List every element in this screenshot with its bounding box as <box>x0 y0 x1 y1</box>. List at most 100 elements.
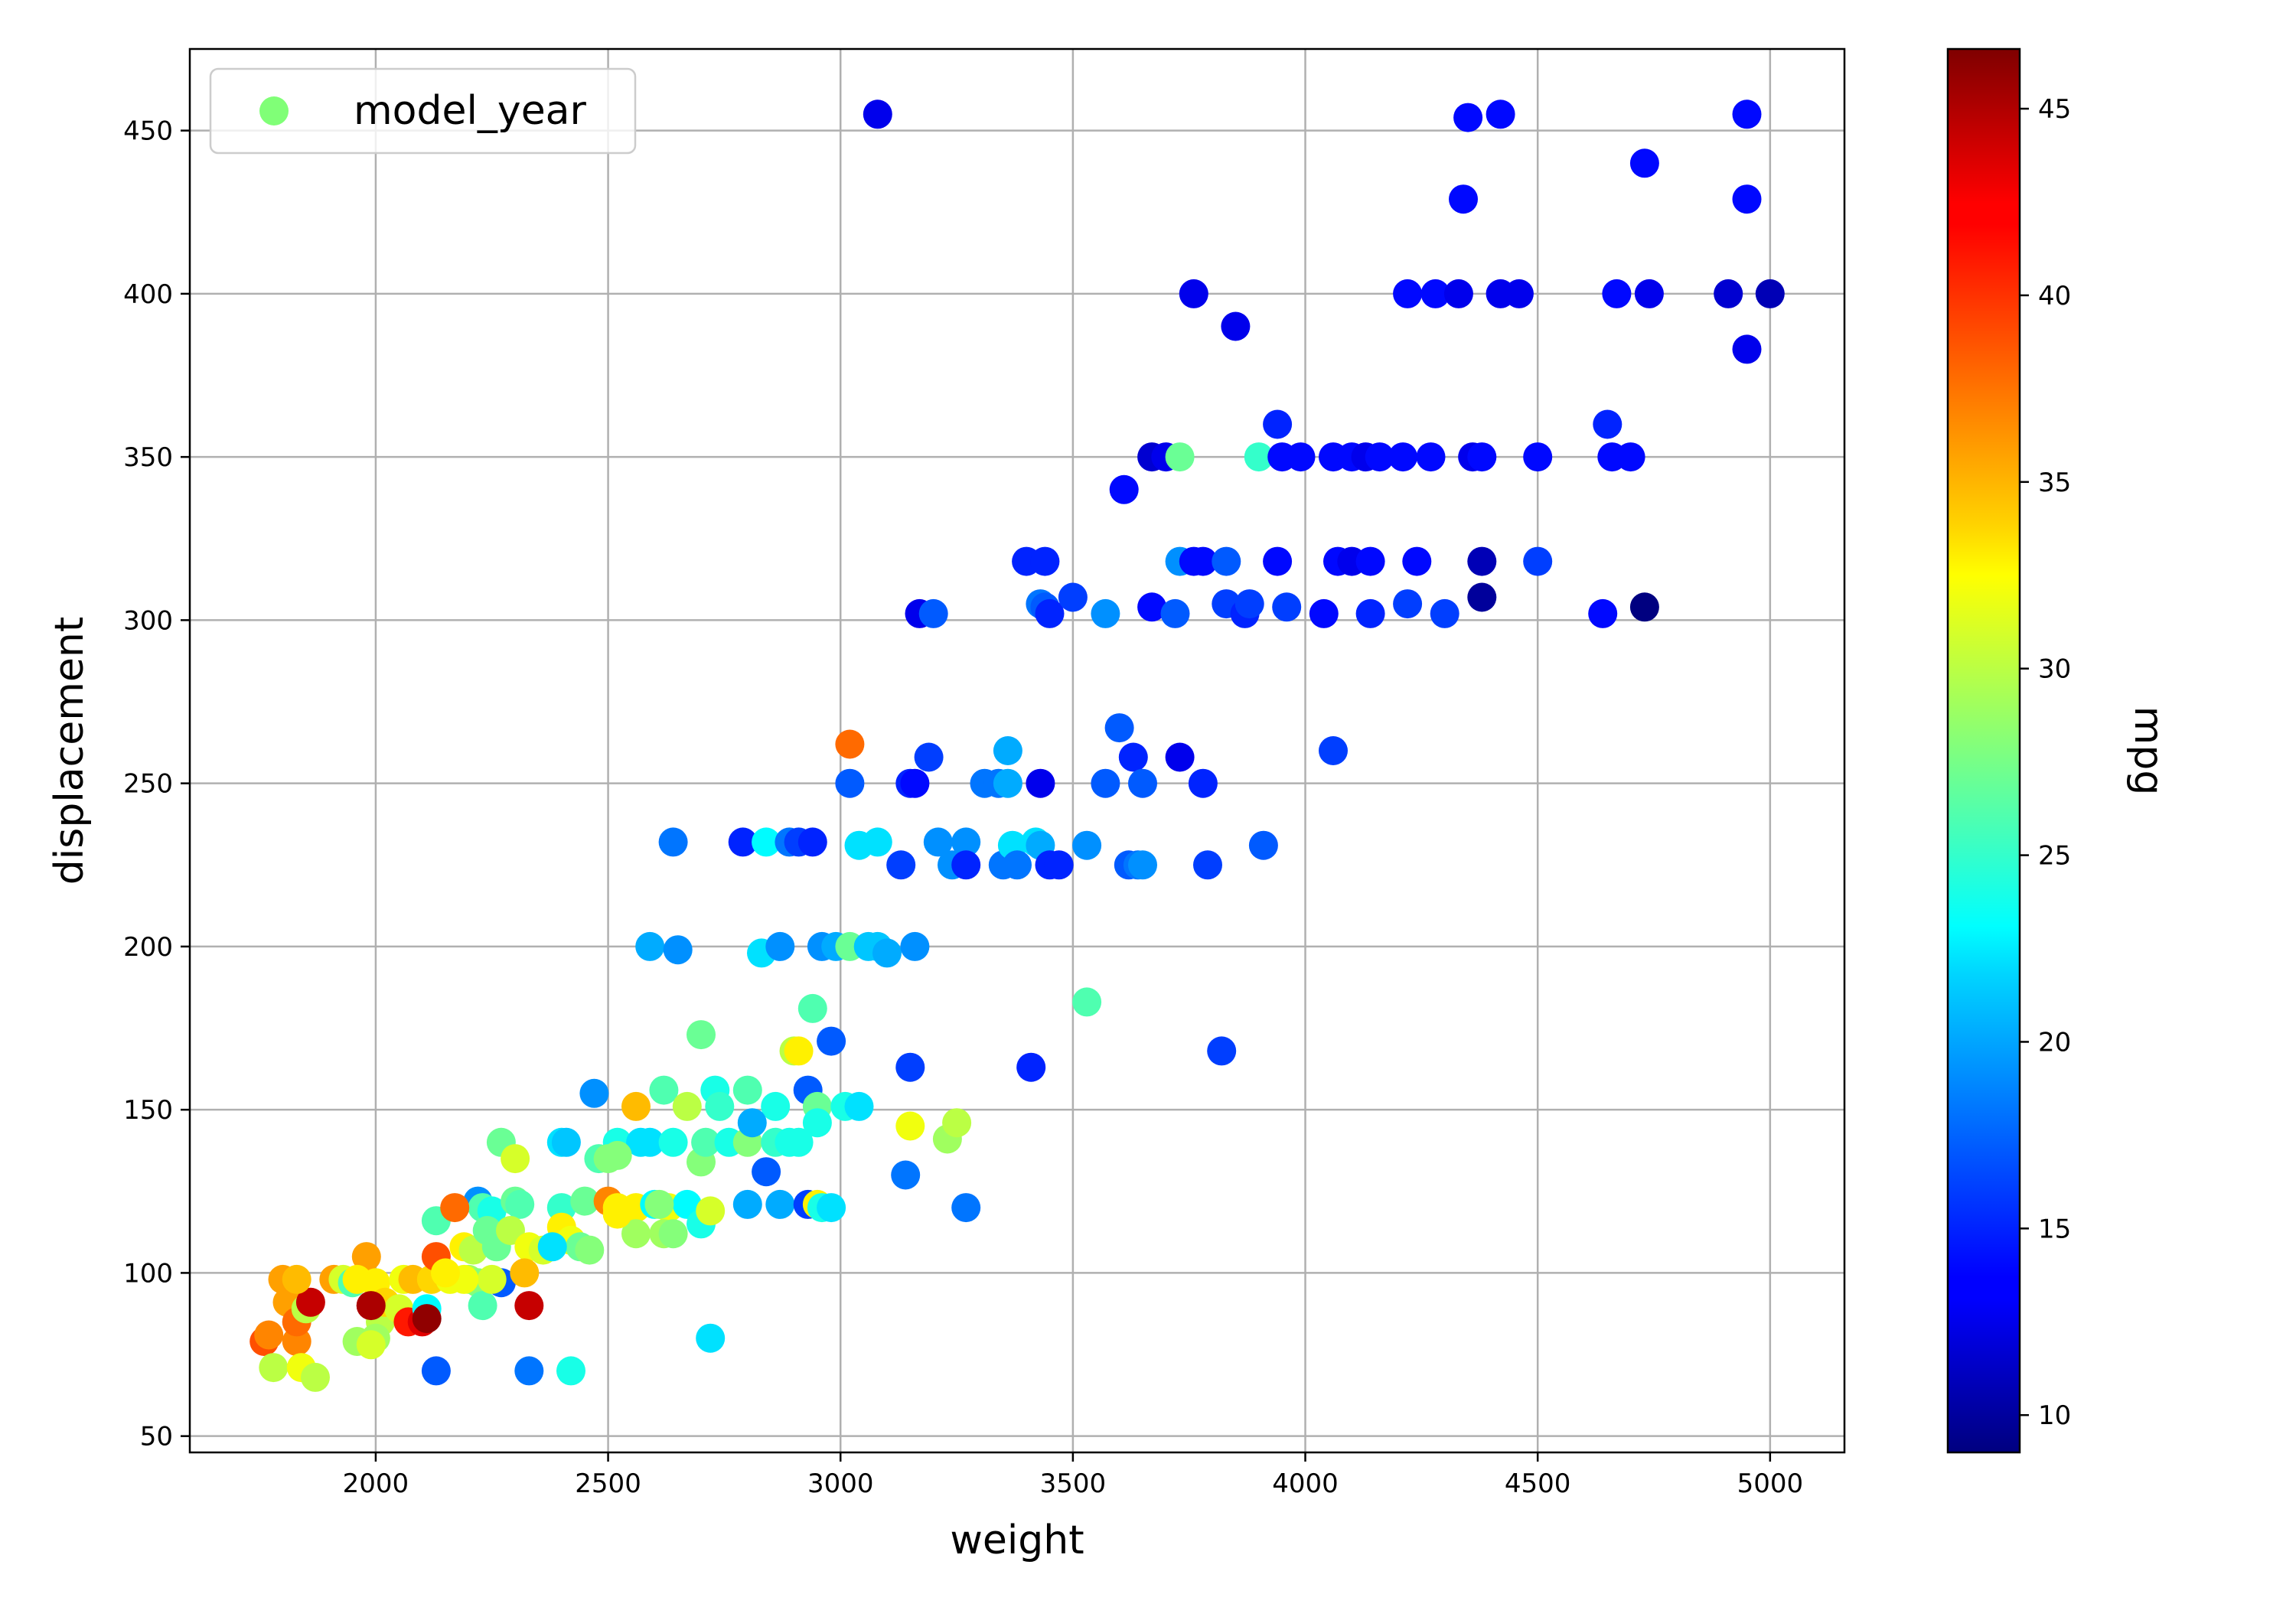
x-tick-label: 3500 <box>1040 1468 1107 1499</box>
data-point <box>644 1189 674 1219</box>
data-point <box>835 768 865 798</box>
data-point <box>765 1189 795 1219</box>
data-point <box>797 827 827 857</box>
data-point <box>510 1258 540 1288</box>
data-points <box>249 99 1785 1392</box>
data-point <box>514 1291 544 1321</box>
data-point <box>477 1264 507 1294</box>
data-point <box>1755 279 1785 308</box>
data-point <box>923 827 953 857</box>
data-point <box>1309 598 1339 628</box>
colorbar-tick-label: 40 <box>2038 281 2071 311</box>
y-tick-label: 450 <box>123 116 173 147</box>
data-point <box>1137 592 1167 622</box>
data-point <box>705 1091 735 1121</box>
data-point <box>1602 279 1632 308</box>
x-tick-label: 5000 <box>1737 1468 1804 1499</box>
y-tick-label: 300 <box>123 605 173 636</box>
data-point <box>728 827 758 857</box>
data-point <box>356 1330 386 1360</box>
data-point <box>621 1219 651 1249</box>
colorbar-tick-label: 10 <box>2038 1400 2071 1431</box>
data-point <box>752 827 781 857</box>
data-point <box>1188 546 1218 576</box>
data-point <box>1523 546 1553 576</box>
colorbar-gradient <box>1948 49 2020 1452</box>
colorbar-frame <box>1946 47 2021 1454</box>
data-point <box>259 1353 289 1383</box>
colorbar-label: mpg <box>2125 706 2171 796</box>
data-point <box>635 931 665 961</box>
colorbar-tick-label: 45 <box>2038 94 2071 125</box>
x-tick-label: 2000 <box>343 1468 409 1499</box>
data-point <box>1355 598 1385 628</box>
colorbar-tick-label: 15 <box>2038 1214 2071 1244</box>
data-point <box>737 1108 767 1138</box>
data-point <box>663 935 693 965</box>
data-point <box>421 1356 451 1386</box>
data-point <box>732 1075 762 1105</box>
data-point <box>1388 442 1418 472</box>
data-point <box>863 99 892 129</box>
colorbar-tick-label: 30 <box>2038 654 2071 685</box>
data-point <box>342 1264 372 1294</box>
data-point <box>1165 742 1195 772</box>
data-point <box>835 729 865 759</box>
data-point <box>1286 442 1316 472</box>
data-point <box>501 1144 530 1174</box>
data-point <box>1355 546 1385 576</box>
data-point <box>537 1232 567 1262</box>
data-point <box>551 1127 581 1157</box>
data-point <box>1732 99 1762 129</box>
data-point <box>412 1304 442 1334</box>
data-point <box>1453 103 1483 132</box>
data-point <box>844 1091 874 1121</box>
data-point <box>1109 474 1139 504</box>
data-point <box>579 1078 609 1108</box>
data-point <box>282 1264 311 1294</box>
data-point <box>1523 442 1553 472</box>
data-point <box>431 1258 460 1288</box>
data-point <box>1207 1036 1237 1066</box>
data-point <box>1616 442 1645 472</box>
data-point <box>732 1189 762 1219</box>
data-point <box>895 1052 925 1082</box>
y-tick-label: 200 <box>123 932 173 963</box>
legend: model_year <box>209 67 637 155</box>
data-point <box>1091 598 1120 628</box>
data-point <box>1467 546 1497 576</box>
y-axis-label: displacement <box>47 617 93 885</box>
data-point <box>1393 589 1423 619</box>
data-point <box>468 1291 497 1321</box>
data-point <box>351 1242 381 1272</box>
data-point <box>658 1219 688 1249</box>
data-point <box>254 1320 284 1350</box>
data-point <box>817 1026 846 1056</box>
data-point <box>1248 830 1278 860</box>
data-point <box>761 1091 791 1121</box>
data-point <box>1058 582 1088 612</box>
data-point <box>1263 546 1293 576</box>
data-point <box>1365 442 1394 472</box>
y-tick-label: 100 <box>123 1258 173 1289</box>
data-point <box>1449 184 1478 214</box>
data-point <box>1244 442 1274 472</box>
data-point <box>1593 409 1623 439</box>
data-point <box>1179 279 1208 308</box>
data-point <box>1212 546 1241 576</box>
data-point <box>1035 598 1065 628</box>
data-point <box>1393 279 1423 308</box>
data-point <box>1193 850 1222 880</box>
data-point <box>1044 850 1074 880</box>
data-point <box>886 850 916 880</box>
data-point <box>1091 768 1120 798</box>
data-point <box>691 1127 721 1157</box>
data-point <box>514 1356 544 1386</box>
data-point <box>301 1362 330 1392</box>
data-point <box>696 1323 726 1353</box>
data-point <box>1486 99 1515 129</box>
data-point <box>951 850 981 880</box>
data-point <box>621 1091 651 1121</box>
data-point <box>687 1020 716 1050</box>
data-point <box>1030 546 1060 576</box>
